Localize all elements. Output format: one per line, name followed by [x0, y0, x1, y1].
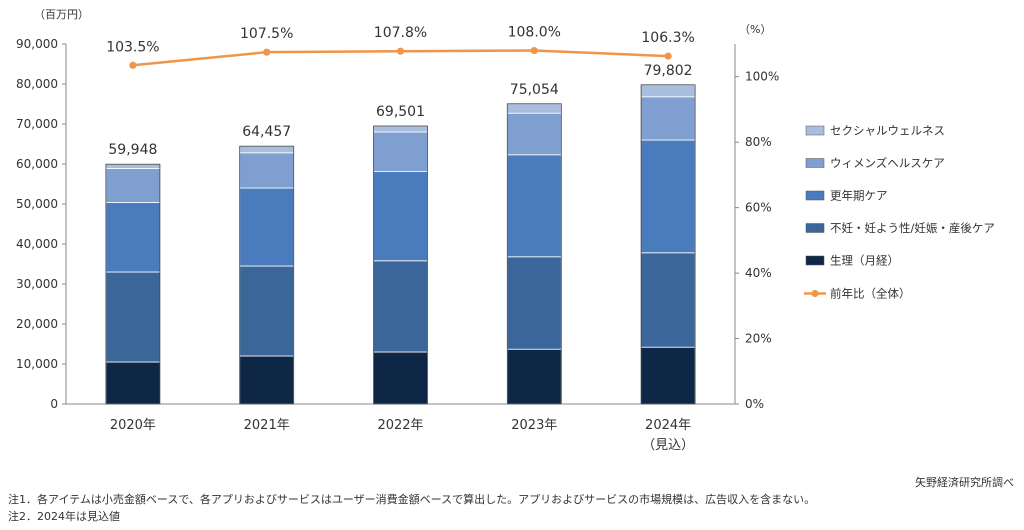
bar-segment — [506, 256, 562, 350]
left-tick-label: 0 — [50, 397, 58, 411]
x-tick-label: 2022年 — [377, 418, 423, 433]
bar-segment — [373, 131, 428, 172]
x-tick-label: 2020年 — [110, 418, 156, 433]
bar-segment — [239, 265, 295, 357]
right-axis-unit: （%） — [739, 23, 771, 36]
right-tick-label: 20% — [745, 332, 772, 346]
bar-segment — [239, 145, 295, 154]
growth-label: 106.3% — [641, 30, 694, 46]
left-tick-label: 50,000 — [16, 197, 58, 211]
legend-label: 更年期ケア — [830, 189, 888, 203]
legend-label: 不妊・妊よう性/妊娠・産後ケア — [830, 221, 995, 235]
total-label: 79,802 — [644, 63, 693, 79]
chart: 0 10,000 20,000 30,000 40,000 50,000 60,000 70,… — [16, 8, 995, 453]
growth-label: 107.8% — [374, 25, 427, 41]
bar-outline — [640, 84, 696, 405]
x-tick-label: 2023年 — [511, 418, 557, 433]
right-tick-label: 100% — [745, 70, 779, 84]
growth-label: 107.5% — [240, 26, 293, 42]
legend-swatch — [805, 190, 825, 201]
bar-stacks — [105, 84, 696, 405]
legend-swatch — [805, 255, 825, 266]
note-2: 注2．2024年は見込値 — [8, 510, 120, 523]
left-tick-label: 40,000 — [16, 237, 58, 251]
bar-segment — [105, 163, 161, 169]
bar-segment — [105, 271, 161, 363]
bar-segment — [373, 260, 428, 353]
growth-line: 103.5% 107.5% 107.8% 108.0% 106.3% — [106, 25, 695, 69]
growth-label: 108.0% — [508, 25, 561, 41]
bar-segment — [239, 355, 295, 405]
bar-segment — [506, 348, 562, 405]
bar-segment — [373, 125, 428, 133]
bar-segment — [640, 84, 696, 98]
legend-swatch — [805, 125, 825, 136]
bar-segment — [239, 152, 295, 189]
right-tick-label: 0% — [745, 397, 764, 411]
bar-outline — [105, 163, 161, 405]
right-axis: 0% 20% 40% 60% 80% 100% （%） — [734, 23, 779, 411]
growth-label: 103.5% — [106, 39, 159, 55]
legend-swatch — [805, 158, 825, 168]
legend-label: セクシャルウェルネス — [830, 124, 945, 138]
right-tick-label: 60% — [745, 201, 772, 215]
bar-segment — [506, 103, 562, 114]
total-label: 64,457 — [242, 124, 291, 140]
bar-segment — [105, 361, 161, 405]
bar-outline — [239, 145, 295, 405]
total-label: 69,501 — [376, 104, 425, 120]
left-axis: 0 10,000 20,000 30,000 40,000 50,000 60,000 70,… — [16, 8, 735, 411]
left-tick-label: 30,000 — [16, 277, 58, 291]
legend-swatch — [805, 223, 825, 233]
legend-label: 前年比（全体） — [830, 287, 911, 301]
bar-segment — [640, 252, 696, 348]
legend: セクシャルウェルネスウィメンズヘルスケア更年期ケア不妊・妊よう性/妊娠・産後ケア… — [804, 124, 995, 301]
left-tick-label: 80,000 — [16, 77, 58, 91]
left-tick-label: 10,000 — [16, 357, 58, 371]
total-label: 59,948 — [108, 142, 157, 158]
bar-segment — [373, 171, 428, 262]
left-axis-unit: （百万円） — [34, 8, 89, 21]
growth-point — [664, 52, 672, 60]
growth-point — [530, 46, 538, 55]
bar-outline — [373, 125, 428, 405]
x-tick-sublabel: （見込） — [642, 438, 694, 453]
right-tick-label: 40% — [745, 266, 772, 280]
x-tick-label: 2024年 — [645, 418, 691, 433]
total-label: 75,054 — [510, 82, 559, 98]
bar-segment — [239, 187, 295, 267]
legend-label: ウィメンズヘルスケア — [830, 156, 945, 170]
bar-segment — [506, 154, 562, 258]
x-tick-label: 2021年 — [244, 418, 290, 433]
growth-point — [396, 47, 405, 55]
x-axis-labels: 2020年 2021年 2022年 2023年 2024年 （見込） — [110, 418, 694, 453]
bar-outline — [506, 103, 562, 405]
bar-segment — [373, 351, 428, 405]
legend-line-marker — [811, 289, 819, 298]
left-tick-label: 70,000 — [16, 117, 58, 131]
growth-point — [263, 48, 271, 56]
bar-segment — [105, 167, 161, 203]
bar-segment — [506, 112, 562, 156]
bar-segment — [105, 201, 161, 273]
right-tick-label: 80% — [745, 135, 772, 149]
left-tick-label: 20,000 — [16, 317, 58, 331]
bar-segment — [640, 96, 696, 141]
note-1: 注1．各アイテムは小売金額ベースで、各アプリおよびサービスはユーザー消費金額ベー… — [8, 493, 816, 506]
footer: 矢野経済研究所調べ 注1．各アイテムは小売金額ベースで、各アプリおよびサービスは… — [8, 474, 1018, 525]
bar-segment — [640, 346, 696, 405]
growth-point — [129, 61, 137, 69]
total-labels: 59,948 64,457 69,501 75,054 79,802 — [108, 63, 692, 158]
source-credit: 矢野経済研究所調べ — [915, 476, 1014, 489]
bar-segment — [640, 139, 696, 254]
legend-label: 生理（月経） — [830, 254, 899, 268]
left-tick-label: 60,000 — [16, 157, 58, 171]
left-tick-label: 90,000 — [16, 37, 58, 51]
